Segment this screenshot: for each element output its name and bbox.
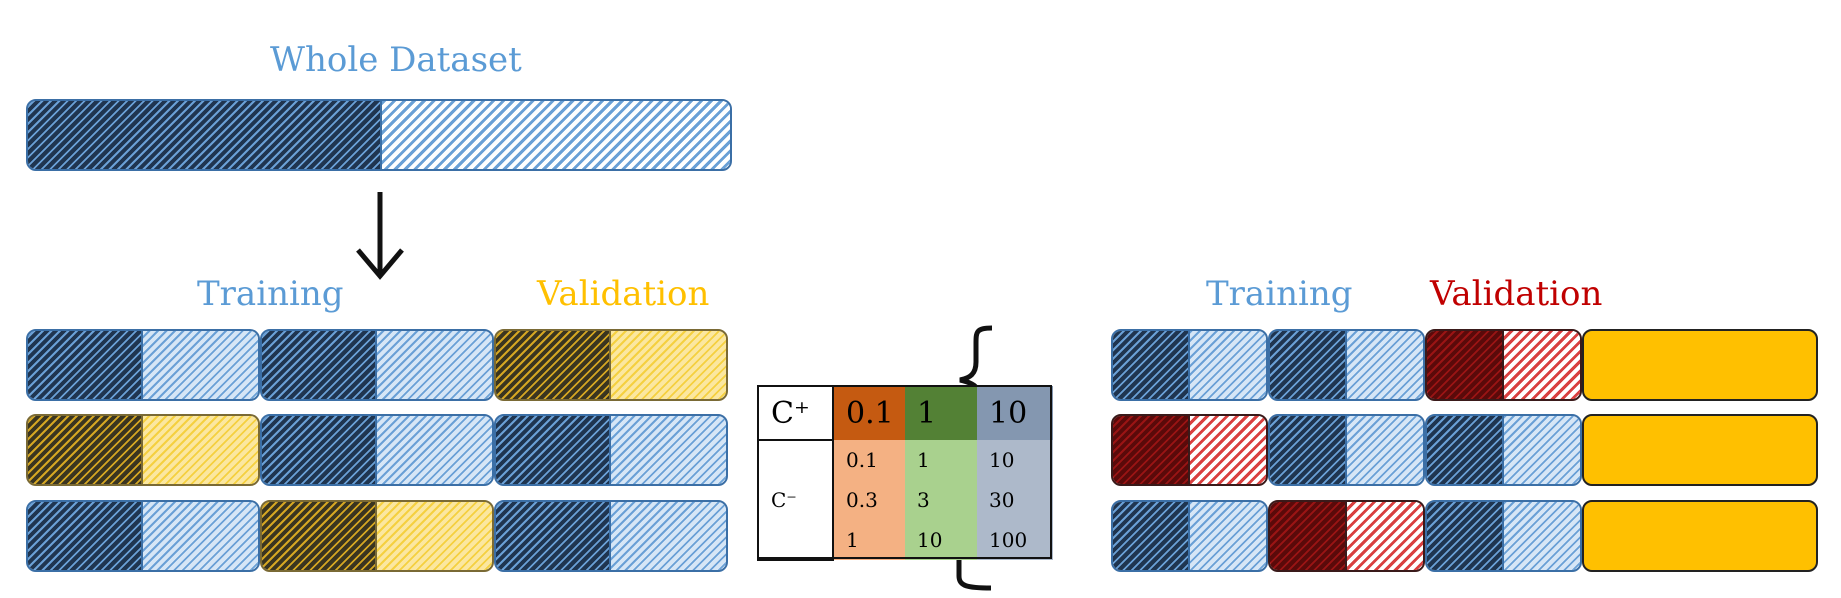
- validation-fold-block: [494, 329, 728, 401]
- validation-fold-block: [26, 414, 260, 486]
- c-plus-value: 1: [905, 386, 977, 440]
- c-minus-value: 100: [977, 520, 1053, 560]
- fold-block: [1425, 500, 1582, 572]
- test-block: [1582, 500, 1818, 572]
- fold-block: [494, 500, 728, 572]
- c-plus-header: C⁺: [757, 385, 834, 441]
- right-training-label: Training: [1206, 274, 1353, 314]
- fold-block: [26, 329, 260, 401]
- test-block: [1582, 414, 1818, 486]
- right-validation-label: Validation: [1430, 274, 1603, 314]
- c-minus-header: C⁻: [757, 439, 834, 561]
- c-minus-value: 1: [833, 520, 905, 560]
- fold-block: [260, 329, 494, 401]
- validation-fold-block: [1268, 500, 1425, 572]
- top-brace-icon: [959, 325, 993, 388]
- c-minus-value: 0.3: [833, 480, 905, 520]
- fold-block: [260, 414, 494, 486]
- c-minus-value: 10: [977, 440, 1053, 480]
- validation-fold-block: [1425, 329, 1582, 401]
- test-block: [1582, 329, 1818, 401]
- fold-block: [26, 500, 260, 572]
- hyperparameter-table: C⁺ 0.1 1 10 C⁻ 0.1 1 10 0.3 3 30 1 10 10…: [757, 385, 1054, 561]
- c-minus-value: 3: [905, 480, 977, 520]
- fold-block: [1111, 500, 1268, 572]
- whole-dataset-title: Whole Dataset: [270, 40, 522, 80]
- fold-block: [1111, 329, 1268, 401]
- fold-block: [494, 414, 728, 486]
- c-minus-value: 1: [905, 440, 977, 480]
- bottom-brace-icon: [956, 560, 992, 591]
- down-arrow-icon: [356, 192, 404, 280]
- c-plus-value: 10: [977, 386, 1053, 440]
- whole-dataset-dark-half: [28, 101, 380, 169]
- validation-fold-block: [260, 500, 494, 572]
- fold-block: [1268, 414, 1425, 486]
- whole-dataset-light-half: [380, 101, 730, 169]
- c-minus-value: 10: [905, 520, 977, 560]
- fold-block: [1425, 414, 1582, 486]
- c-plus-value: 0.1: [833, 386, 905, 440]
- left-validation-label: Validation: [537, 274, 710, 314]
- whole-dataset-bar: [26, 99, 732, 171]
- c-minus-value: 30: [977, 480, 1053, 520]
- left-training-label: Training: [197, 274, 344, 314]
- fold-block: [1268, 329, 1425, 401]
- validation-fold-block: [1111, 414, 1268, 486]
- c-minus-value: 0.1: [833, 440, 905, 480]
